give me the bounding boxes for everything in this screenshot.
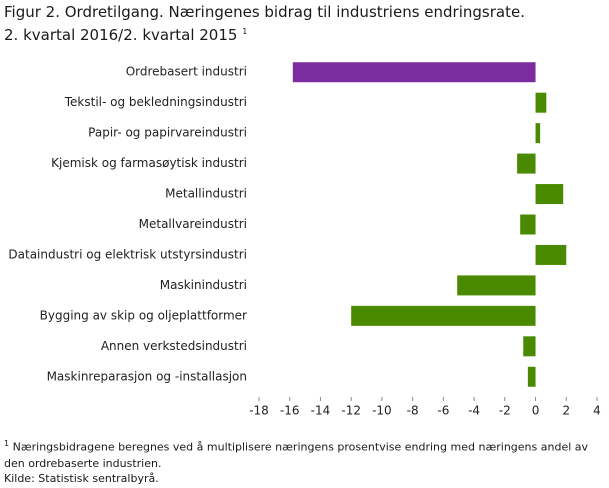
x-tick-label: 4 [593, 404, 601, 418]
chart: -18 -16 -14 -12 -10 -8 -6 -4 -2 0 2 4 Ordrebasert in… [8, 62, 601, 418]
x-tick-label: -6 [437, 404, 449, 418]
x-tick-label: -10 [372, 404, 392, 418]
chart-subtitle-block: 2. kvartal 2016/2. kvartal 2015 1 [4, 22, 247, 45]
y-tick-label: Ordrebasert industri [126, 65, 247, 79]
bar [535, 92, 547, 113]
x-tick-label: -2 [499, 404, 511, 418]
y-tick-label: Metallvareindustri [139, 217, 247, 231]
bar [517, 153, 536, 174]
y-tick-label: Annen verkstedsindustri [101, 339, 247, 353]
footnote-block: 1 Næringsbidragene beregnes ved å multip… [4, 436, 604, 472]
bar [292, 62, 536, 83]
y-tick-label: Bygging av skip og oljeplattformer [40, 308, 247, 322]
bar [527, 366, 536, 387]
bar [535, 123, 541, 144]
x-tick-label: -16 [280, 404, 300, 418]
y-tick-label: Metallindustri [165, 187, 247, 201]
x-tick-label: -14 [311, 404, 331, 418]
x-tick-label: 2 [562, 404, 570, 418]
footnote: Næringsbidragene beregnes ved å multipli… [4, 440, 589, 470]
y-tick-label: Papir- og papirvareindustri [88, 126, 247, 140]
y-tick-label: Dataindustri og elektrisk utstyrsindustr… [8, 247, 247, 261]
chart-subtitle: 2. kvartal 2016/2. kvartal 2015 [4, 26, 238, 44]
subtitle-note: 1 [242, 27, 248, 36]
y-tick-label: Maskinindustri [160, 278, 247, 292]
x-tick-label: -8 [407, 404, 419, 418]
y-tick-label: Tekstil- og bekledningsindustri [64, 95, 247, 109]
x-tick-label: 0 [532, 404, 540, 418]
bar [351, 305, 536, 326]
x-tick-label: -12 [341, 404, 361, 418]
x-tick-label: -18 [249, 404, 269, 418]
bar [520, 214, 536, 235]
footnote-marker: 1 [4, 439, 10, 448]
bar [457, 275, 536, 296]
bar [523, 336, 536, 357]
source: Kilde: Statistisk sentralbyrå. [4, 472, 159, 485]
x-tick-label: -4 [468, 404, 480, 418]
bar [535, 244, 567, 265]
bar [535, 184, 564, 205]
chart-title: Figur 2. Ordretilgang. Næringenes bidrag… [4, 3, 525, 21]
y-tick-label: Maskinreparasjon og -installasjon [47, 369, 247, 383]
y-tick-label: Kjemisk og farmasøytisk industri [51, 156, 247, 170]
